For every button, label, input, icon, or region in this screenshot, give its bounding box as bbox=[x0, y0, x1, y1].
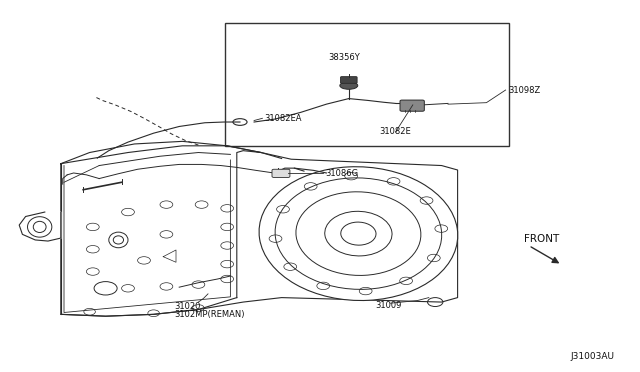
Text: J31003AU: J31003AU bbox=[570, 352, 614, 361]
Text: 31009: 31009 bbox=[376, 301, 402, 310]
Text: 31098Z: 31098Z bbox=[508, 86, 540, 94]
Polygon shape bbox=[19, 212, 61, 241]
Ellipse shape bbox=[340, 82, 358, 89]
Text: 3102MP(REMAN): 3102MP(REMAN) bbox=[174, 310, 244, 319]
Text: 31086G: 31086G bbox=[325, 169, 358, 178]
Text: FRONT: FRONT bbox=[524, 234, 559, 244]
Text: 31082E: 31082E bbox=[380, 127, 412, 136]
Text: 31020: 31020 bbox=[174, 302, 200, 311]
FancyBboxPatch shape bbox=[340, 77, 357, 83]
FancyBboxPatch shape bbox=[400, 100, 424, 111]
Text: 31082EA: 31082EA bbox=[264, 114, 302, 123]
Bar bbox=[225, 23, 509, 146]
Text: 38356Y: 38356Y bbox=[328, 53, 360, 62]
Ellipse shape bbox=[259, 167, 458, 301]
Polygon shape bbox=[163, 250, 176, 262]
FancyBboxPatch shape bbox=[272, 169, 290, 177]
